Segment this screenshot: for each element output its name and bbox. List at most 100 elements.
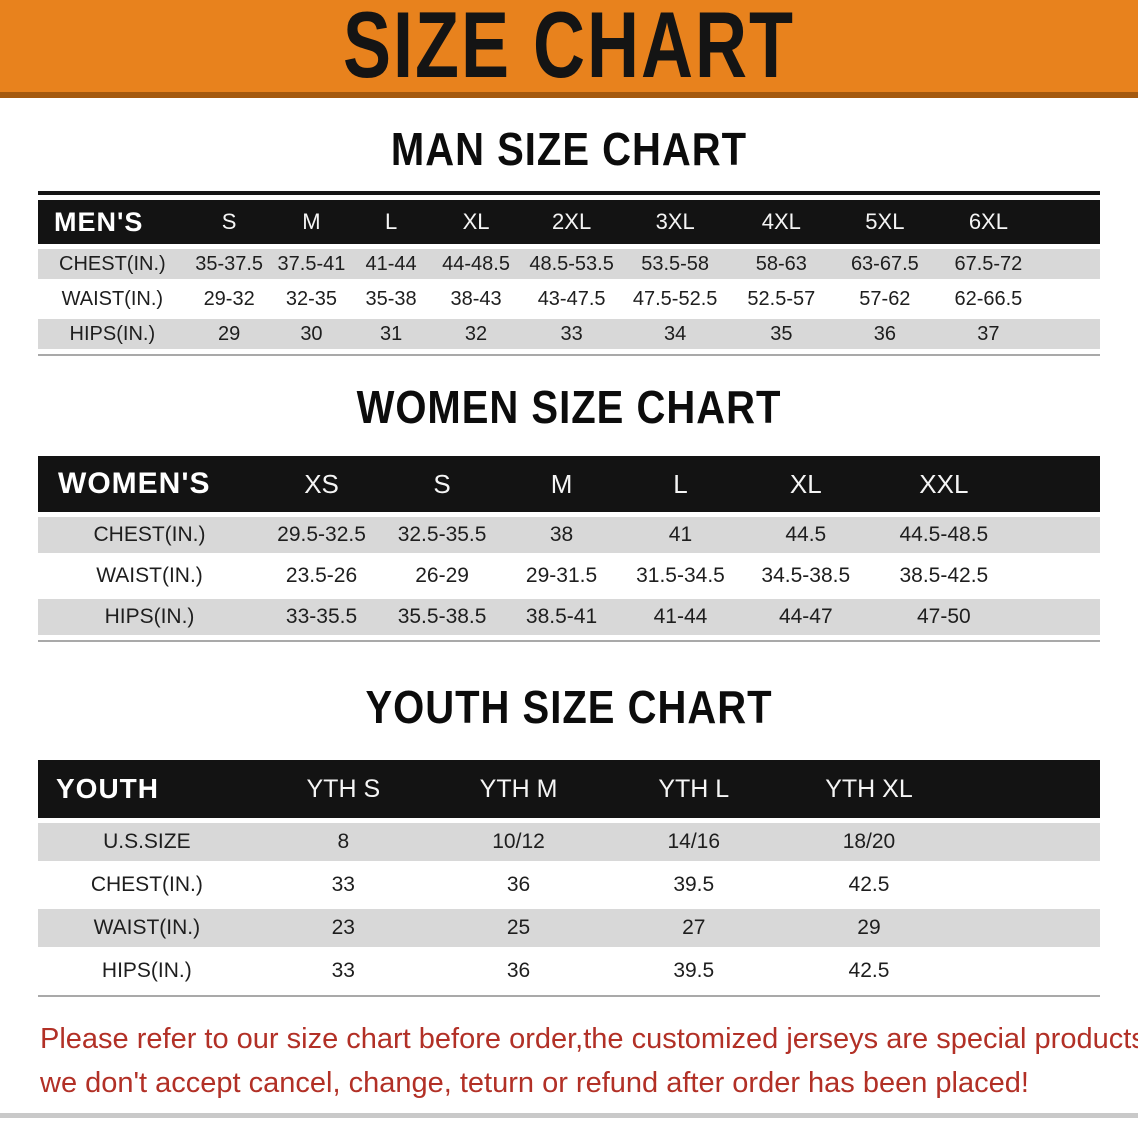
measurement-value: 38.5-41	[525, 605, 598, 628]
men-section-heading: MAN SIZE CHART	[390, 124, 748, 176]
size-column-header: M	[302, 209, 321, 234]
measurement-label: CHEST(IN.)	[59, 252, 166, 275]
spacer-cell	[1016, 599, 1100, 635]
disclaimer-note: Please refer to our size chart before or…	[40, 1017, 1138, 1105]
size-column-header: YTH L	[658, 774, 730, 803]
measurement-value: 14/16	[667, 830, 721, 853]
disclaimer-line-1: Please refer to our size chart before or…	[40, 1023, 1138, 1055]
measurement-value: 44-48.5	[442, 252, 510, 275]
measurement-value: 35	[770, 322, 793, 345]
size-column-header: 4XL	[761, 209, 801, 234]
measurement-label: U.S.SIZE	[103, 830, 191, 853]
measurement-value: 35-38	[365, 287, 417, 310]
measurement-value: 33	[560, 322, 583, 345]
measurement-label: HIPS(IN.)	[104, 605, 195, 628]
size-column-header: 6XL	[968, 209, 1008, 234]
spacer-cell	[957, 952, 1100, 990]
men-table-wrap: MEN'S S M L XL 2XL 3XL 4XL 5XL 6XL CHEST(IN.) 35-3…	[38, 191, 1100, 356]
measurement-label: CHEST(IN.)	[90, 873, 203, 896]
measurement-value: 58-63	[755, 252, 807, 275]
measurement-value: 27	[682, 916, 706, 939]
size-column-header: L	[384, 209, 398, 234]
spacer-cell	[1041, 249, 1100, 279]
size-column-header: 2XL	[552, 209, 592, 234]
size-column-header: 3XL	[655, 209, 695, 234]
measurement-value: 35.5-38.5	[397, 605, 487, 628]
size-column-header: S	[433, 468, 451, 499]
table-corner-label: YOUTH	[56, 773, 159, 804]
measurement-value: 23.5-26	[285, 564, 358, 587]
size-column-header: 5XL	[865, 209, 905, 234]
spacer-cell	[957, 760, 1100, 818]
measurement-value: 29-32	[203, 287, 255, 310]
women-table-bottom-rule	[38, 640, 1100, 642]
measurement-value: 29	[218, 322, 241, 345]
spacer-cell	[1041, 284, 1100, 314]
measurement-value: 39.5	[673, 959, 715, 982]
spacer-cell	[957, 866, 1100, 904]
measurement-value: 57-62	[859, 287, 911, 310]
youth-table-bottom-rule	[38, 995, 1100, 997]
measurement-value: 36	[506, 873, 531, 896]
measurement-value: 23	[331, 916, 355, 939]
measurement-value: 36	[873, 322, 896, 345]
measurement-row: U.S.SIZE 8 10/12 14/16 18/20	[38, 823, 1100, 861]
size-column-header: YTH M	[479, 774, 558, 803]
men-table-body: CHEST(IN.) 35-37.5 37.5-41 41-44 44-48.5 48.5…	[38, 249, 1100, 349]
youth-size-table: YOUTH YTH S YTH M YTH L YTH XL U.S.SIZE 8 10/1…	[38, 755, 1100, 995]
spacer-cell	[1016, 558, 1100, 594]
youth-section-heading: YOUTH SIZE CHART	[365, 682, 773, 734]
measurement-value: 33	[331, 959, 355, 982]
measurement-row: HIPS(IN.) 33 36 39.5 42.5	[38, 952, 1100, 990]
size-column-header: XS	[304, 468, 339, 499]
measurement-value: 8	[337, 830, 350, 853]
measurement-label: WAIST(IN.)	[93, 916, 201, 939]
measurement-row: CHEST(IN.) 35-37.5 37.5-41 41-44 44-48.5 48.5…	[38, 249, 1100, 279]
measurement-value: 37	[977, 322, 1000, 345]
measurement-label: WAIST(IN.)	[96, 564, 203, 587]
measurement-value: 37.5-41	[277, 252, 346, 275]
measurement-value: 29	[857, 916, 881, 939]
measurement-value: 34	[664, 322, 687, 345]
measurement-value: 33	[331, 873, 355, 896]
size-column-header: YTH S	[306, 774, 381, 803]
size-column-header: L	[673, 468, 688, 499]
measurement-row: HIPS(IN.) 29 30 31 32 33 34 35 36 37	[38, 319, 1100, 349]
measurement-value: 38-43	[450, 287, 502, 310]
spacer-cell	[1041, 319, 1100, 349]
size-column-header: YTH XL	[825, 774, 913, 803]
youth-size-section: YOUTH SIZE CHART YOUTH YTH S YTH M YTH L YTH…	[0, 682, 1138, 997]
page-title: SIZE CHART	[343, 0, 795, 99]
measurement-label: HIPS(IN.)	[101, 959, 192, 982]
measurement-value: 31.5-34.5	[636, 564, 725, 587]
measurement-value: 52.5-57	[747, 287, 816, 310]
men-table-top-rule	[38, 191, 1100, 195]
women-size-table: WOMEN'S XS S M L XL XXL CHEST(IN.) 29.5-32.5 32.…	[38, 451, 1100, 640]
table-corner-label: WOMEN'S	[58, 467, 211, 500]
men-table-bottom-rule	[38, 354, 1100, 356]
measurement-value: 42.5	[848, 959, 890, 982]
men-size-section: MAN SIZE CHART MEN'S S M L XL 2XL 3XL 4XL 5XL 6XL…	[0, 124, 1138, 356]
measurement-value: 26-29	[415, 564, 469, 587]
men-size-table: MEN'S S M L XL 2XL 3XL 4XL 5XL 6XL CHEST(IN.) 35-3…	[38, 195, 1100, 354]
measurement-value: 44.5	[785, 523, 827, 546]
measurement-value: 48.5-53.5	[529, 252, 614, 275]
measurement-value: 53.5-58	[641, 252, 710, 275]
size-column-header: M	[550, 468, 573, 499]
measurement-label: HIPS(IN.)	[69, 322, 156, 345]
measurement-value: 44.5-48.5	[899, 523, 989, 546]
women-size-section: WOMEN SIZE CHART WOMEN'S XS S M L XL XXL CHEST…	[0, 382, 1138, 642]
size-column-header: XL	[462, 209, 490, 234]
women-section-heading: WOMEN SIZE CHART	[356, 382, 782, 434]
measurement-row: WAIST(IN.) 29-32 32-35 35-38 38-43 43-47.5 47.…	[38, 284, 1100, 314]
measurement-value: 31	[379, 322, 403, 345]
youth-table-wrap: YOUTH YTH S YTH M YTH L YTH XL U.S.SIZE 8 10/1…	[38, 755, 1100, 997]
table-corner-label: MEN'S	[54, 206, 144, 237]
measurement-value: 44-47	[778, 605, 833, 628]
size-header-row: WOMEN'S XS S M L XL XXL	[38, 456, 1100, 512]
spacer-cell	[957, 909, 1100, 947]
spacer-cell	[1016, 517, 1100, 553]
measurement-value: 29-31.5	[525, 564, 598, 587]
size-header-row: MEN'S S M L XL 2XL 3XL 4XL 5XL 6XL	[38, 200, 1100, 244]
